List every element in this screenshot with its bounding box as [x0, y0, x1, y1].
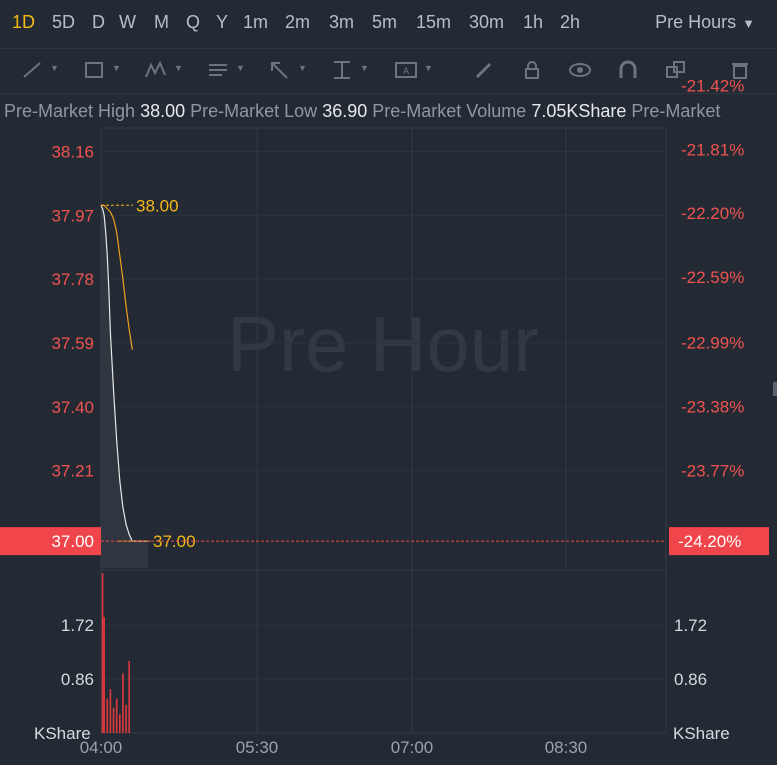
average-price-line [101, 204, 133, 350]
time-axis-label: 08:30 [545, 738, 588, 757]
low-marker-label: 37.00 [153, 532, 196, 551]
interval-bar: 1D 5D D W M Q Y 1m 2m 3m 5m 15m 30m 1h 2h [0, 0, 777, 46]
volume-bar [122, 673, 124, 733]
svg-text:A: A [403, 66, 409, 76]
dropdown-caret-icon[interactable]: ▼ [424, 63, 433, 73]
dropdown-caret-icon[interactable]: ▼ [236, 63, 245, 73]
interval-1h[interactable]: 1h [523, 12, 544, 32]
percent-axis-label: -22.59% [681, 268, 744, 287]
plot-frame [100, 127, 667, 734]
volume-value: 7.05KShare [531, 101, 627, 121]
price-axis-label: 37.78 [51, 270, 94, 289]
arrow-icon[interactable] [266, 57, 294, 83]
volume-axis-label: 1.72 [61, 616, 94, 635]
rectangle-icon[interactable] [80, 57, 108, 83]
scroll-handle[interactable] [773, 382, 777, 396]
interval-3m[interactable]: 3m [329, 12, 355, 32]
last-percent-tag [669, 527, 769, 556]
interval-d[interactable]: D [92, 12, 105, 32]
volume-bar [106, 698, 109, 733]
eye-icon[interactable] [566, 57, 594, 83]
percent-axis-label: -22.99% [681, 334, 744, 353]
low-label: Pre-Market Low [190, 101, 318, 121]
volume-axis-label-right: 0.86 [674, 670, 707, 689]
trend-line-icon[interactable] [18, 57, 46, 83]
percent-axis-label: -21.42% [681, 76, 744, 95]
price-axis-label: 37.59 [51, 334, 94, 353]
interval-5d[interactable]: 5D [52, 12, 76, 32]
pencil-icon[interactable] [470, 57, 498, 83]
high-value: 38.00 [140, 101, 186, 121]
lock-icon[interactable] [518, 57, 546, 83]
stats-bar: Pre-Market High 38.00 Pre-Market Low 36.… [4, 101, 770, 122]
volume-bar [119, 714, 121, 733]
caret-down-icon: ▼ [742, 16, 755, 31]
interval-1d[interactable]: 1D [12, 12, 36, 32]
low-value: 36.90 [322, 101, 368, 121]
time-axis-label: 07:00 [391, 738, 434, 757]
price-axis-label: 37.97 [51, 206, 94, 225]
text-label-icon[interactable]: A [392, 57, 420, 83]
last-price-value: 37.00 [51, 532, 94, 551]
dropdown-caret-icon[interactable]: ▼ [50, 63, 59, 73]
interval-q[interactable]: Q [186, 12, 201, 32]
dropdown-caret-icon[interactable]: ▼ [360, 63, 369, 73]
interval-m[interactable]: M [154, 12, 169, 32]
high-marker-label: 38.00 [136, 196, 179, 215]
price-area [101, 205, 148, 569]
measure-icon[interactable] [328, 57, 356, 83]
interval-15m[interactable]: 15m [416, 12, 452, 32]
interval-2h[interactable]: 2h [560, 12, 581, 32]
pattern-icon[interactable] [142, 57, 170, 83]
percent-axis-label: -23.38% [681, 398, 744, 417]
volume-bar [101, 573, 104, 733]
last-percent-value: -24.20% [678, 532, 741, 551]
volume-unit-right: KShare [673, 724, 730, 743]
trailing-label: Pre-Market [631, 101, 721, 121]
interval-1m[interactable]: 1m [243, 12, 269, 32]
magnet-icon[interactable] [614, 57, 642, 83]
text-list-icon[interactable] [204, 57, 232, 83]
percent-axis-label: -22.20% [681, 204, 744, 223]
interval-2m[interactable]: 2m [285, 12, 311, 32]
volume-bar [128, 660, 130, 733]
volume-axis-label: 0.86 [61, 670, 94, 689]
interval-30m[interactable]: 30m [469, 12, 505, 32]
interval-y[interactable]: Y [216, 12, 229, 32]
price-axis-label: 37.40 [51, 398, 94, 417]
high-label: Pre-Market High [4, 101, 136, 121]
drawing-toolbar: ▼ ▼ ▼ ▼ ▼ ▼ A ▼ [0, 48, 777, 94]
dropdown-caret-icon[interactable]: ▼ [112, 63, 121, 73]
time-axis-label: 04:00 [80, 738, 123, 757]
volume-bar [103, 617, 105, 733]
interval-w[interactable]: W [119, 12, 136, 32]
percent-axis-label: -23.77% [681, 462, 744, 481]
volume-bar [112, 707, 115, 733]
time-axis-label: 05:30 [236, 738, 279, 757]
price-line [100, 204, 148, 542]
price-axis-label: 37.21 [51, 462, 94, 481]
last-price-tag [0, 527, 101, 556]
price-axis-label: 38.16 [51, 143, 94, 162]
trash-icon[interactable] [726, 57, 754, 83]
interval-5m[interactable]: 5m [372, 12, 398, 32]
volume-axis-label-right: 1.72 [674, 616, 707, 635]
layers-icon[interactable] [662, 57, 690, 83]
percent-axis-label: -21.81% [681, 140, 744, 159]
dropdown-caret-icon[interactable]: ▼ [298, 63, 307, 73]
watermark-text: Pre Hour [227, 300, 539, 388]
session-selector-label: Pre Hours [655, 12, 737, 32]
volume-bar [125, 704, 127, 733]
volume-unit-left: KShare [34, 724, 91, 743]
volume-bar [109, 689, 112, 733]
dropdown-caret-icon[interactable]: ▼ [174, 63, 183, 73]
session-selector[interactable]: Pre Hours ▼ [655, 12, 755, 33]
volume-label: Pre-Market Volume [372, 101, 527, 121]
volume-bar [115, 698, 118, 733]
